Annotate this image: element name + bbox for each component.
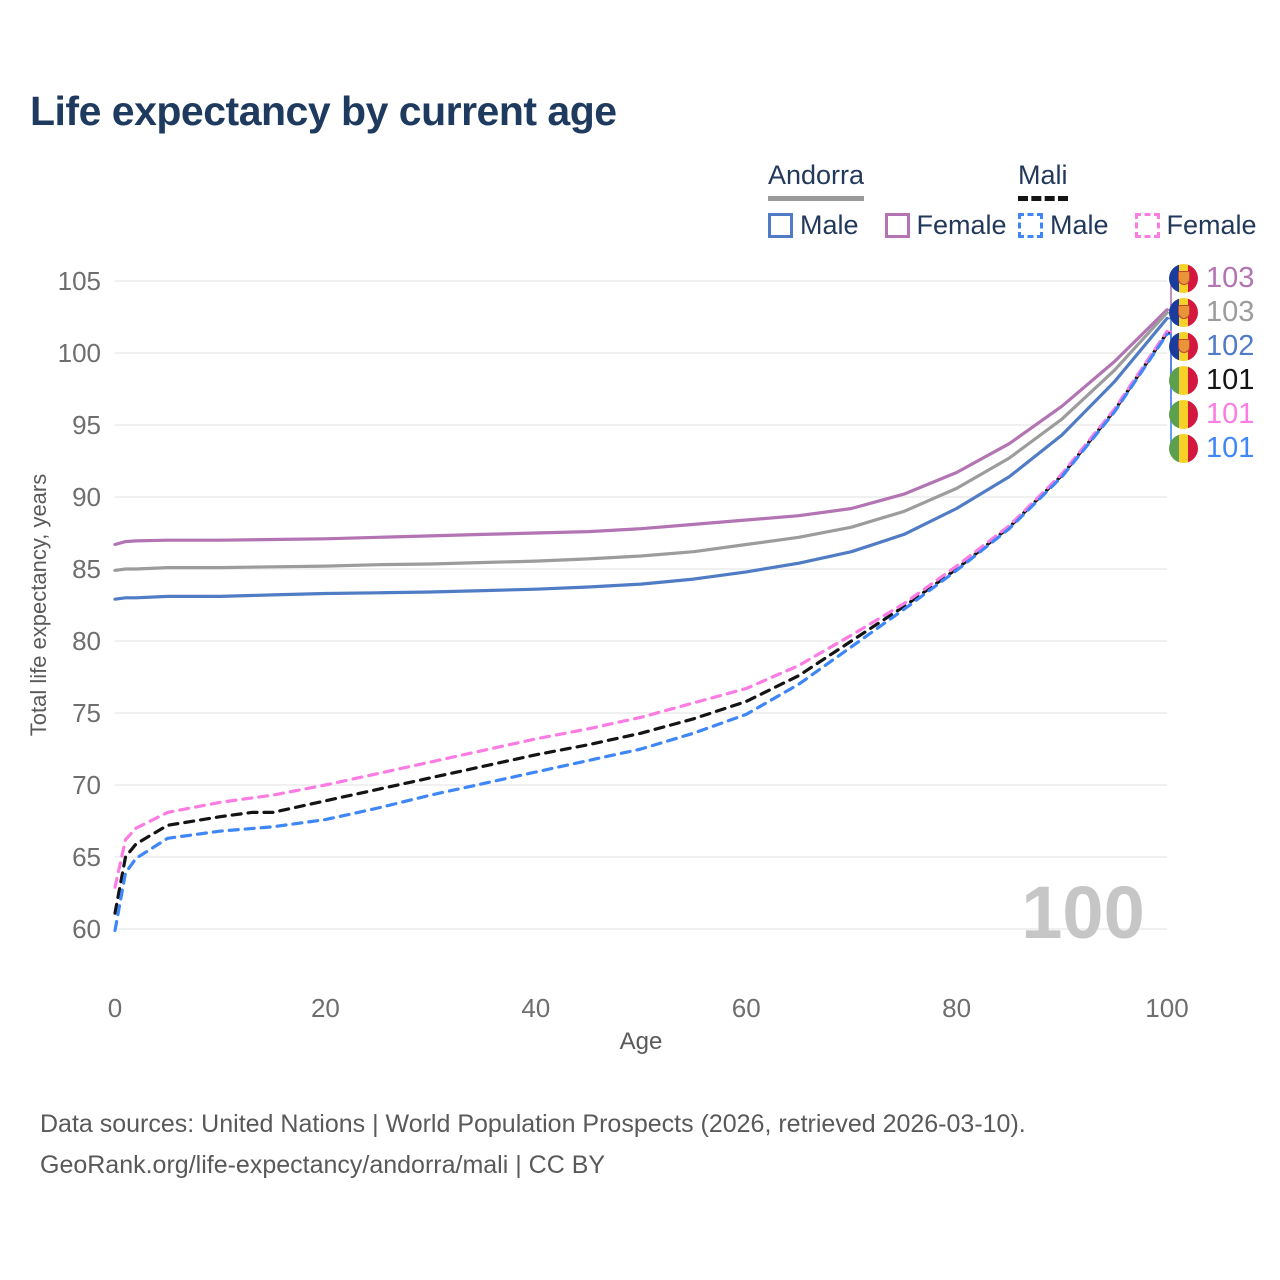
- andorra-female-swatch-icon: [884, 213, 910, 238]
- y-tick-label: 100: [58, 338, 101, 368]
- end-label-mali-total[interactable]: 101: [1169, 363, 1254, 397]
- andorra-male-swatch-icon: [768, 213, 793, 238]
- series-line-mali-female[interactable]: [113, 329, 1169, 889]
- page-title: Life expectancy by current age: [30, 88, 617, 134]
- series-line-andorra-male[interactable]: [113, 316, 1169, 601]
- andorra-flag-icon: [1169, 297, 1198, 327]
- end-label-andorra-total[interactable]: 103: [1169, 295, 1254, 329]
- x-axis-title: Age: [620, 1028, 663, 1055]
- legend-group-andorra: Andorra Male Female: [768, 160, 1007, 241]
- mali-male-swatch-icon: [1018, 213, 1043, 238]
- y-tick-label: 105: [58, 266, 101, 296]
- mali-female-swatch-icon: [1134, 213, 1160, 238]
- x-tick-label: 0: [108, 993, 122, 1023]
- x-tick-label: 100: [1145, 993, 1188, 1023]
- legend-country-andorra[interactable]: Andorra: [768, 160, 865, 201]
- y-tick-label: 75: [72, 698, 101, 728]
- andorra-flag-icon: [1169, 331, 1198, 361]
- data-source-footer: Data sources: United Nations | World Pop…: [40, 1104, 1026, 1186]
- y-tick-label: 90: [72, 482, 101, 512]
- end-label-andorra-female[interactable]: 103: [1169, 261, 1254, 295]
- y-tick-label: 95: [72, 410, 101, 440]
- y-tick-label: 65: [72, 842, 101, 872]
- y-tick-label: 80: [72, 626, 101, 656]
- y-tick-label: 60: [72, 914, 101, 944]
- legend-item-mali-female[interactable]: Female: [1134, 210, 1257, 241]
- series-line-andorra-both-sexes[interactable]: [113, 311, 1169, 572]
- x-tick-label: 80: [942, 993, 971, 1023]
- x-tick-label: 20: [311, 993, 340, 1023]
- andorra-flag-icon: [1169, 263, 1198, 293]
- legend-item-mali-male[interactable]: Male: [1018, 210, 1109, 241]
- end-label-mali-female[interactable]: 101: [1169, 397, 1254, 431]
- legend-item-andorra-male[interactable]: Male: [768, 210, 859, 241]
- end-labels-column: 103 103 102 101 101 101: [1169, 261, 1254, 465]
- age-watermark: 100: [1021, 871, 1144, 954]
- series-line-mali-male[interactable]: [113, 332, 1169, 932]
- legend-country-mali[interactable]: Mali: [1018, 160, 1068, 201]
- end-label-andorra-male[interactable]: 102: [1169, 329, 1254, 363]
- x-tick-label: 60: [732, 993, 761, 1023]
- legend-item-andorra-female[interactable]: Female: [884, 210, 1007, 241]
- series-line-mali-both-sexes[interactable]: [113, 331, 1169, 915]
- legend-group-mali: Mali Male Female: [1018, 160, 1257, 241]
- end-label-mali-male[interactable]: 101: [1169, 431, 1254, 465]
- footer-line-attribution[interactable]: GeoRank.org/life-expectancy/andorra/mali…: [40, 1151, 606, 1179]
- series-line-andorra-female[interactable]: [113, 308, 1169, 547]
- x-tick-label: 40: [521, 993, 550, 1023]
- y-tick-label: 85: [72, 554, 101, 584]
- y-axis-title: Total life expectancy, years: [26, 474, 51, 737]
- y-tick-label: 70: [72, 770, 101, 800]
- footer-line-sources: Data sources: United Nations | World Pop…: [40, 1110, 1026, 1138]
- mali-flag-icon: [1169, 399, 1198, 429]
- mali-flag-icon: [1169, 433, 1198, 463]
- mali-flag-icon: [1169, 365, 1198, 395]
